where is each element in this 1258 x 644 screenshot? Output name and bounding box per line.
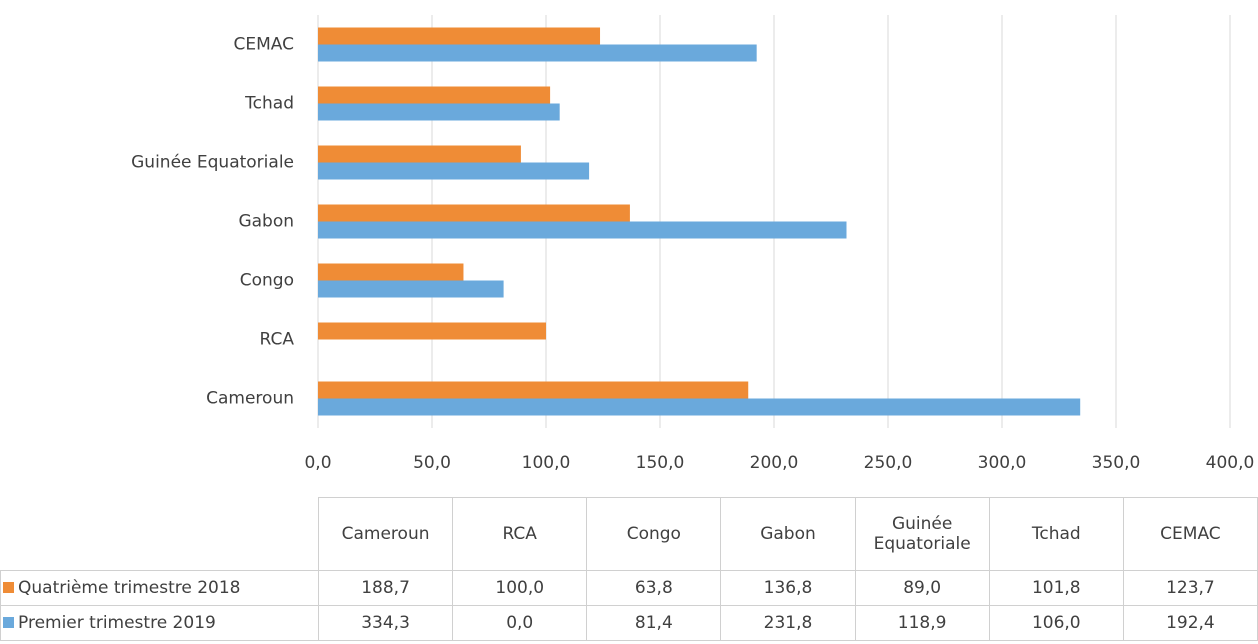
bar [318, 263, 464, 281]
bar [318, 103, 560, 121]
x-tick-label: 400,0 [1206, 453, 1255, 473]
y-tick-label: CEMAC [234, 35, 294, 55]
x-tick-label: 350,0 [1092, 453, 1141, 473]
cell-text: 188,7 [361, 578, 410, 598]
value-cell: 118,9 [854, 605, 990, 641]
y-tick-label: Cameroun [206, 389, 294, 409]
y-tick-label: Guinée Equatoriale [131, 153, 294, 173]
cell-text: 0,0 [506, 613, 534, 633]
value-cell: 0,0 [452, 605, 588, 641]
value-cell: 231,8 [720, 605, 856, 641]
value-cell: 81,4 [586, 605, 722, 641]
bar [318, 221, 847, 239]
x-tick-label: 50,0 [413, 453, 451, 473]
header-cell: Tchad [988, 497, 1124, 571]
value-cell: 100,0 [452, 570, 588, 606]
legend-label: Premier trimestre 2019 [18, 613, 216, 633]
y-tick-label: RCA [260, 330, 295, 350]
header-cell: Cameroun [317, 497, 454, 571]
x-tick-label: 200,0 [750, 453, 799, 473]
bar [318, 162, 590, 180]
cell-text: Guinée Equatoriale [873, 514, 971, 554]
bar [318, 398, 1081, 416]
x-tick-label: 0,0 [304, 453, 331, 473]
cell-text: Cameroun [341, 524, 430, 544]
header-cell: Gabon [720, 497, 856, 571]
cell-text: 89,0 [903, 578, 942, 598]
value-cell: 101,8 [988, 570, 1124, 606]
cell-text: 192,4 [1166, 613, 1215, 633]
cell-text: 123,7 [1166, 578, 1215, 598]
cell-text: RCA [502, 524, 537, 544]
header-cell: CEMAC [1122, 497, 1258, 571]
cell-text: 100,0 [495, 578, 545, 598]
value-cell: 192,4 [1122, 605, 1258, 641]
y-tick-label: Gabon [238, 212, 294, 232]
cell-text: 101,8 [1031, 578, 1081, 598]
x-tick-label: 300,0 [978, 453, 1027, 473]
cell-text: 334,3 [361, 613, 410, 633]
blank-cell [1, 498, 319, 571]
bar [318, 204, 630, 222]
value-cell: 188,7 [317, 570, 454, 606]
cell-text: Tchad [1031, 524, 1081, 544]
legend-label: Quatrième trimestre 2018 [18, 578, 241, 598]
bar [318, 280, 504, 298]
cell-text: 231,8 [763, 613, 813, 633]
bar [318, 44, 757, 62]
value-cell: 106,0 [988, 605, 1124, 641]
header-cell: RCA [452, 497, 588, 571]
legend-cell: Premier trimestre 2019 [0, 605, 319, 641]
cell-text: Gabon [760, 524, 816, 544]
value-cell: 334,3 [317, 605, 454, 641]
cell-text: 106,0 [1031, 613, 1081, 633]
bar [318, 145, 521, 163]
x-tick-label: 150,0 [636, 453, 685, 473]
x-tick-label: 250,0 [864, 453, 913, 473]
value-cell: 89,0 [854, 570, 990, 606]
table-row: Quatrième trimestre 2018 188,7 100,0 63,8 13… [0, 570, 1258, 606]
cell-text: 81,4 [634, 613, 673, 633]
header-cell: Congo [586, 497, 722, 571]
data-table: Cameroun RCA Congo Gabon Guinée Equatoriale T… [0, 497, 1258, 641]
cell-text: CEMAC [1160, 524, 1221, 544]
value-cell: 123,7 [1122, 570, 1258, 606]
y-tick-label: Tchad [244, 94, 294, 114]
bar [318, 27, 601, 45]
x-tick-label: 100,0 [522, 453, 571, 473]
value-cell: 63,8 [586, 570, 722, 606]
cell-text: 136,8 [763, 578, 813, 598]
cell-text: 118,9 [897, 613, 947, 633]
header-cell: Guinée Equatoriale [854, 497, 990, 571]
table-row: Premier trimestre 2019 334,3 0,0 81,4 231,8 1… [0, 605, 1258, 641]
table-header: Cameroun RCA Congo Gabon Guinée Equatoriale T… [1, 497, 1258, 571]
bar [318, 381, 749, 399]
value-cell: 136,8 [720, 570, 856, 606]
legend-swatch [3, 582, 14, 593]
cell-text: Congo [626, 524, 681, 544]
legend-swatch [3, 617, 14, 628]
bar [318, 322, 546, 340]
chart: 0,0 50,0 100,0 150,0 200,0 250,0 300,0 350,0 400… [131, 15, 1255, 473]
y-tick-label: Congo [240, 271, 294, 291]
bar [318, 86, 551, 104]
legend-cell: Quatrième trimestre 2018 [0, 570, 319, 606]
cell-text: 63,8 [634, 578, 673, 598]
